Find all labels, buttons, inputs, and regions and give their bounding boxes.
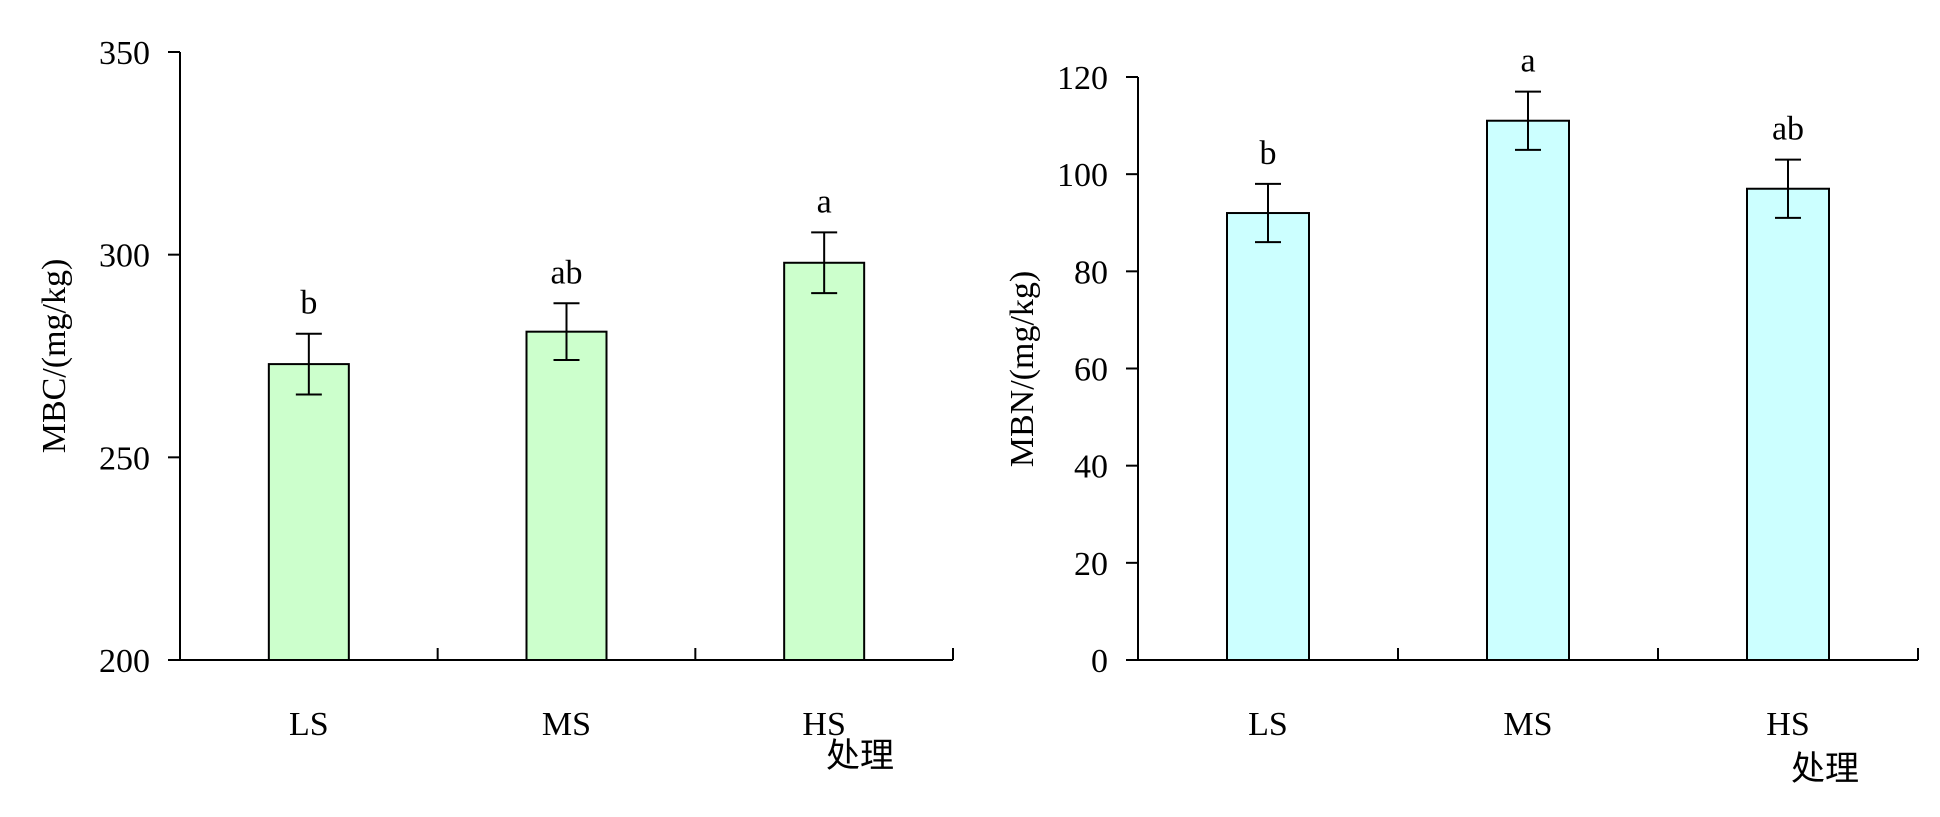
y-axis-title: MBN/(mg/kg) [1004,271,1041,467]
significance-label: b [1260,135,1277,172]
x-axis-title: 处理 [826,738,894,775]
x-tick-label: MS [1503,706,1552,743]
x-axis-title: 处理 [1791,751,1859,788]
bar-ls [1226,212,1310,662]
x-tick-label: LS [1248,706,1288,743]
y-axis-title: MBC/(mg/kg) [36,259,73,454]
bar-ms [525,330,608,661]
significance-label: a [1520,43,1535,80]
y-tick-label: 0 [1091,643,1108,680]
y-tick-label: 100 [1057,157,1108,194]
bar-hs [1746,187,1830,661]
y-tick-label: 250 [99,440,150,477]
significance-label: ab [550,254,582,291]
bar-ms [1486,119,1570,662]
significance-label: b [300,285,317,322]
y-tick-label: 200 [99,643,150,680]
y-tick-label: 60 [1074,352,1108,389]
bar-hs [783,261,866,661]
x-tick-label: HS [1766,706,1809,743]
y-tick-label: 40 [1074,449,1108,486]
significance-label: ab [1772,111,1804,148]
significance-label: a [817,183,832,220]
y-tick-label: 350 [99,35,150,72]
y-tick-label: 20 [1074,546,1108,583]
y-tick-label: 120 [1057,60,1108,97]
y-tick-label: 80 [1074,254,1108,291]
bar-ls [267,363,350,661]
x-tick-label: LS [289,706,329,743]
x-tick-label: MS [542,706,591,743]
y-tick-label: 300 [99,238,150,275]
x-tick-label: HS [802,706,845,743]
